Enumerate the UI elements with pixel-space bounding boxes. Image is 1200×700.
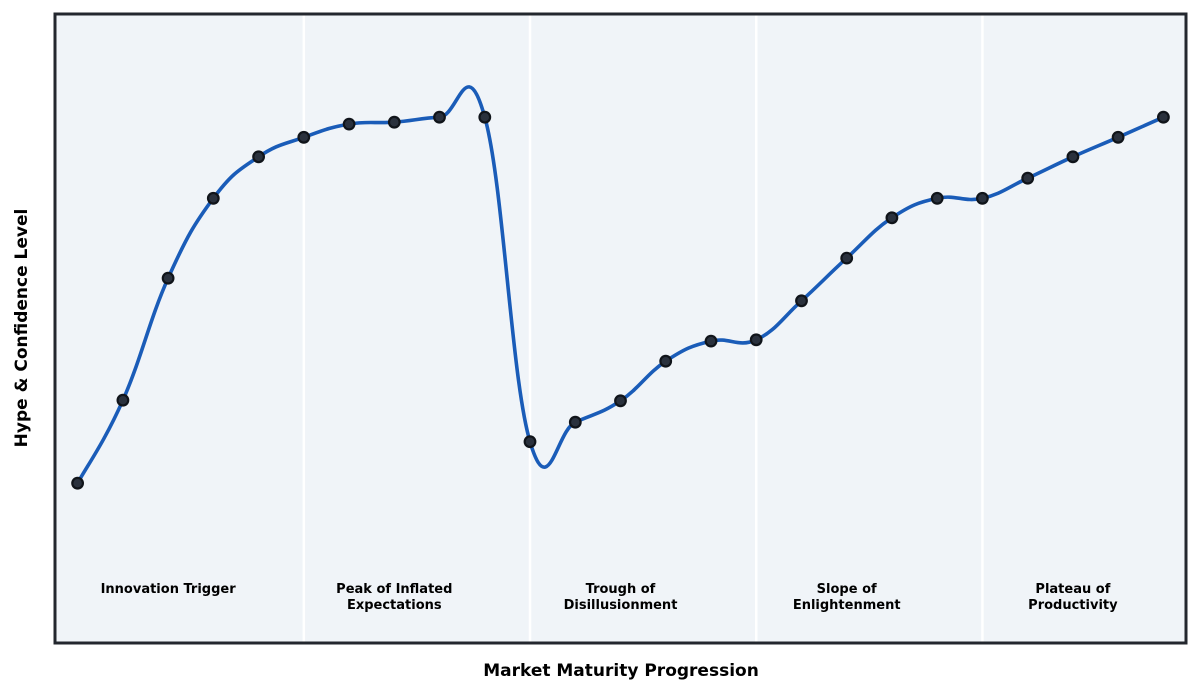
data-point-marker [1156,110,1170,124]
phase-label-plateau-of-productivity: Plateau of Productivity [1028,582,1117,614]
data-point-marker [433,110,446,124]
data-point-marker [71,476,84,490]
hype-curve [75,85,1166,485]
data-point-marker [704,334,718,348]
phase-label-peak-of-inflated-expectations: Peak of Inflated Expectations [336,582,452,614]
data-point-marker [568,415,582,429]
phase-label-line1: Trough of [585,582,656,597]
data-point-marker [206,191,220,205]
data-point-marker [478,110,492,124]
phase-label-trough-of-disillusionment: Trough of Disillusionment [564,582,678,614]
data-point-marker [976,191,989,205]
plot-border [53,12,1188,645]
data-point-marker [523,435,537,449]
phase-label-line2: Expectations [346,598,442,613]
phase-label-line2: Productivity [1028,598,1118,613]
data-point-marker [387,115,401,129]
data-point-marker [342,117,356,131]
plot-background [55,14,1186,643]
data-point-marker [795,294,808,308]
phase-label-line2: Disillusionment [563,598,678,613]
data-point-marker [840,251,854,265]
data-point-marker [614,394,627,408]
data-point-marker [252,150,266,164]
phase-label-line2: Enlightenment [792,598,901,613]
data-point-marker [161,271,175,285]
data-point-marker [930,191,944,205]
data-point-marker [749,333,763,347]
phase-label-line1: Plateau of [1035,582,1111,597]
data-point-marker [659,354,673,368]
phase-label-line1: Innovation Trigger [100,582,236,597]
phase-label-line1: Slope of [816,582,877,597]
data-point-marker [885,211,899,225]
phase-label-innovation-trigger: Innovation Trigger [101,582,236,598]
phase-label-slope-of-enlightenment: Slope of Enlightenment [793,582,901,614]
y-axis-label: Hype & Confidence Level [12,208,32,448]
data-point-marker [1021,171,1035,185]
x-axis-label: Market Maturity Progression [483,661,759,681]
data-point-marker [116,393,130,407]
data-point-marker [1066,150,1080,164]
data-point-marker [297,130,311,144]
phase-label-line1: Peak of Inflated [336,582,453,597]
data-point-marker [1111,130,1125,144]
